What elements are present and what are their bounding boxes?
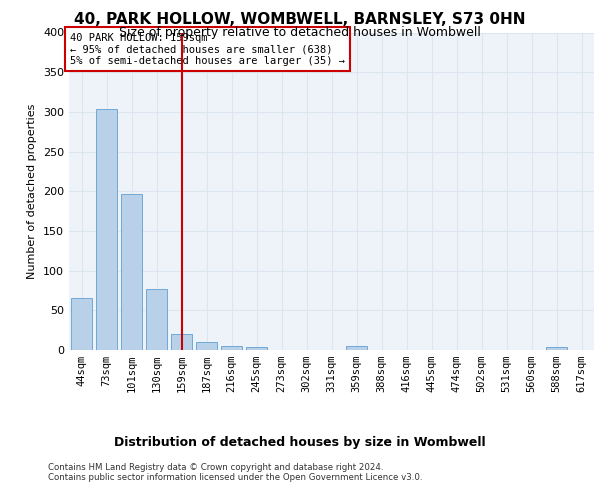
Bar [196, 342, 217, 350]
Y-axis label: Number of detached properties: Number of detached properties [28, 104, 37, 279]
Bar [171, 334, 192, 350]
Bar [221, 346, 242, 350]
Bar [346, 346, 367, 350]
Bar [146, 289, 167, 350]
Bar [246, 347, 267, 350]
Text: 40, PARK HOLLOW, WOMBWELL, BARNSLEY, S73 0HN: 40, PARK HOLLOW, WOMBWELL, BARNSLEY, S73… [74, 12, 526, 28]
Bar [71, 298, 92, 350]
Text: Contains HM Land Registry data © Crown copyright and database right 2024.: Contains HM Land Registry data © Crown c… [48, 464, 383, 472]
Text: Size of property relative to detached houses in Wombwell: Size of property relative to detached ho… [119, 26, 481, 39]
Text: Contains public sector information licensed under the Open Government Licence v3: Contains public sector information licen… [48, 474, 422, 482]
Text: Distribution of detached houses by size in Wombwell: Distribution of detached houses by size … [114, 436, 486, 449]
Bar [546, 347, 567, 350]
Bar [96, 110, 117, 350]
Text: 40 PARK HOLLOW: 159sqm
← 95% of detached houses are smaller (638)
5% of semi-det: 40 PARK HOLLOW: 159sqm ← 95% of detached… [70, 32, 345, 66]
Bar [121, 194, 142, 350]
